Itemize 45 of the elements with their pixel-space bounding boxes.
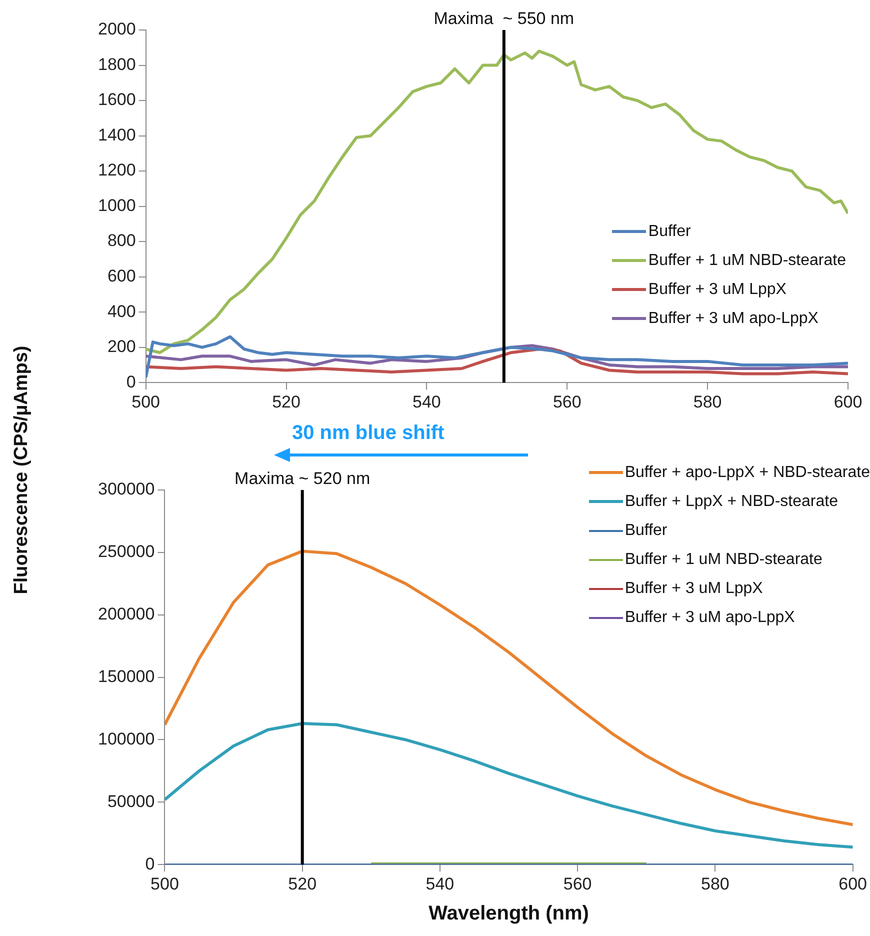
x-tick-label: 540 — [412, 392, 441, 412]
x-tick-label: 600 — [834, 392, 862, 412]
x-tick-label: 560 — [563, 874, 592, 894]
text: 30 nm blue shift — [292, 422, 444, 445]
legend-label: Buffer + LppX + NBD-stearate — [624, 493, 838, 510]
y-tick-label: 300000 — [98, 480, 155, 499]
y-tick-label: 150000 — [98, 666, 155, 686]
y-tick-label: 800 — [107, 231, 136, 250]
x-tick-label: 520 — [288, 874, 317, 894]
y-tick-label: 2000 — [98, 20, 136, 39]
ref-line-label: Maxima ~ 520 nm — [234, 469, 370, 488]
x-tick-label: 540 — [426, 874, 454, 894]
y-tick-label: 200000 — [98, 604, 155, 624]
y-tick-label: 600 — [107, 266, 136, 286]
x-tick-label: 580 — [701, 874, 730, 894]
y-tick-label: 50000 — [107, 792, 155, 811]
x-axis-title: Wavelength (nm) — [428, 902, 589, 925]
x-tick-label: 520 — [272, 392, 300, 412]
legend-label: Buffer + 3 uM LppX — [624, 580, 763, 597]
legend-label: Buffer + 1 uM NBD-stearate — [624, 551, 822, 568]
y-tick-label: 1200 — [98, 160, 136, 180]
legend-label: Buffer + 3 uM apo-LppX — [624, 609, 795, 626]
legend-label: Buffer + 1 uM NBD-stearate — [648, 252, 846, 269]
y-tick-label: 1800 — [98, 54, 136, 74]
y-tick-label: 1000 — [98, 196, 136, 215]
y-tick-label: 0 — [126, 372, 136, 392]
ref-line-label: Maxima ~ 550 nm — [434, 9, 574, 28]
x-tick-label: 500 — [150, 874, 179, 894]
y-tick-label: 400 — [107, 302, 136, 321]
x-tick-label: 560 — [552, 392, 582, 412]
x-tick-label: 580 — [693, 392, 722, 412]
legend-label: Buffer + apo-LppX + NBD-stearate — [624, 464, 870, 481]
legend-label: Buffer — [648, 222, 691, 240]
y-tick-label: 1600 — [98, 90, 136, 110]
legend-label: Buffer + 3 uM apo-LppX — [648, 310, 818, 327]
y-tick-label: 200 — [107, 337, 136, 356]
y-tick-label: 100000 — [98, 729, 155, 748]
y-axis-title: Fluorescence (CPS/µAmps) — [11, 346, 33, 594]
x-tick-label: 500 — [132, 392, 160, 412]
x-tick-label: 600 — [838, 874, 868, 894]
y-tick-label: 250000 — [98, 542, 155, 562]
y-tick-label: 1400 — [98, 125, 136, 144]
legend-label: Buffer + 3 uM LppX — [648, 280, 786, 298]
y-tick-label: 0 — [145, 854, 155, 874]
legend-label: Buffer — [624, 522, 668, 539]
